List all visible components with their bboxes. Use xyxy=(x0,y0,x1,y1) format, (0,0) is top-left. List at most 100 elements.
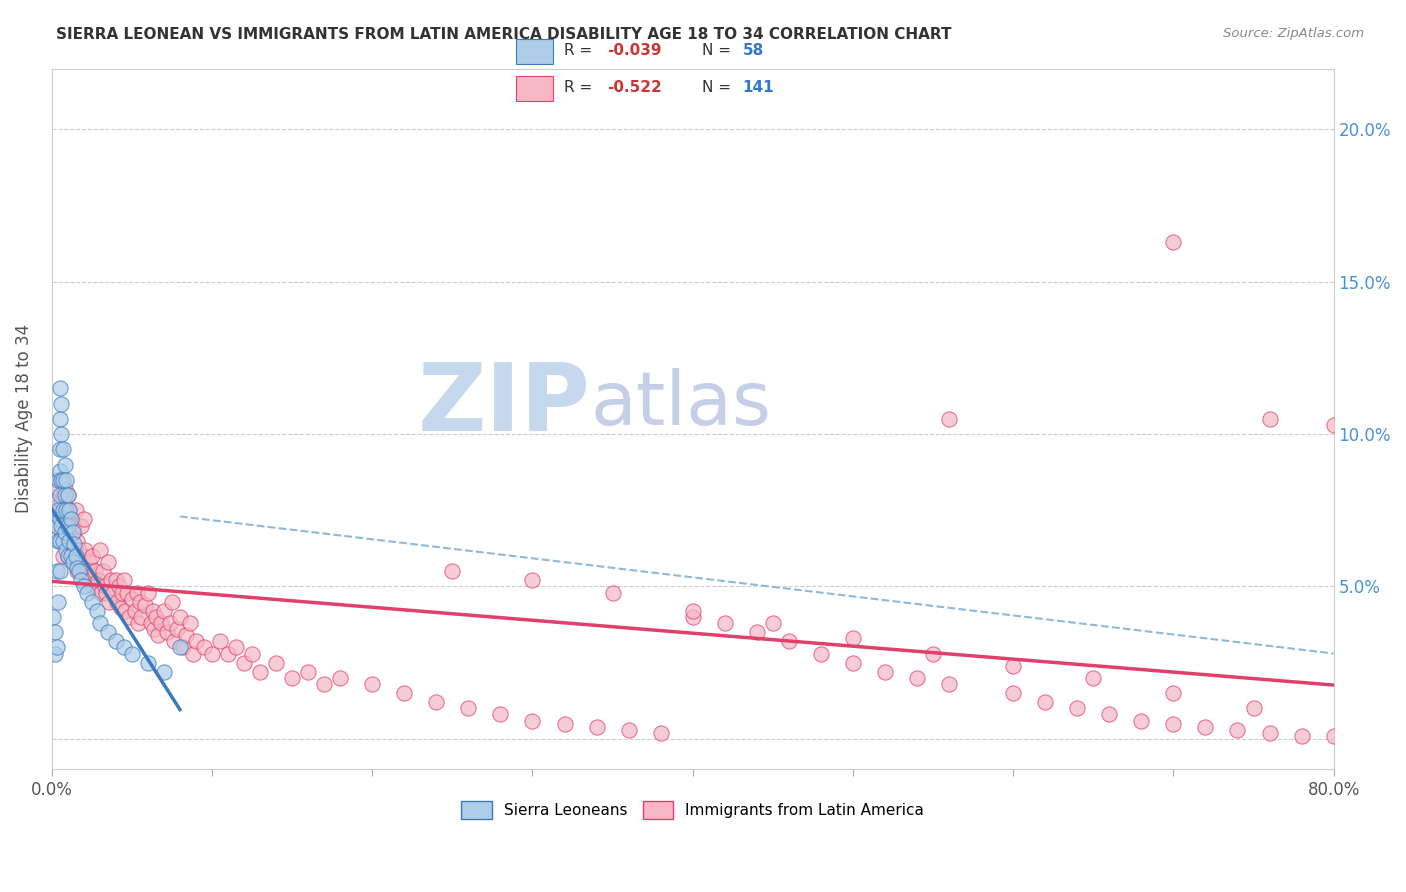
Point xyxy=(110,600,132,615)
Point xyxy=(1258,412,1281,426)
Point xyxy=(139,615,162,630)
Point xyxy=(55,524,77,539)
Point xyxy=(59,543,82,558)
Point xyxy=(104,574,127,588)
Point xyxy=(179,615,201,630)
Point xyxy=(66,533,89,548)
Point xyxy=(75,543,97,558)
Text: atlas: atlas xyxy=(591,368,770,442)
Point xyxy=(329,671,352,685)
Point xyxy=(104,634,127,648)
Text: SIERRA LEONEAN VS IMMIGRANTS FROM LATIN AMERICA DISABILITY AGE 18 TO 34 CORRELAT: SIERRA LEONEAN VS IMMIGRANTS FROM LATIN … xyxy=(56,27,952,42)
Text: 141: 141 xyxy=(742,80,773,95)
Point xyxy=(67,543,90,558)
Point xyxy=(80,595,103,609)
Point xyxy=(59,512,82,526)
Point xyxy=(101,585,124,599)
Point xyxy=(166,622,188,636)
Point xyxy=(66,564,89,578)
Point xyxy=(1002,658,1025,673)
Point xyxy=(1163,686,1185,700)
Point xyxy=(100,574,122,588)
Point xyxy=(66,561,89,575)
FancyBboxPatch shape xyxy=(516,76,554,102)
Point xyxy=(873,665,896,679)
Point xyxy=(1323,729,1346,743)
Point xyxy=(70,549,93,563)
Point xyxy=(153,604,176,618)
Point xyxy=(1194,720,1216,734)
Point xyxy=(107,595,129,609)
Point xyxy=(121,591,143,606)
Point xyxy=(682,604,704,618)
Point xyxy=(810,647,832,661)
Point xyxy=(176,628,198,642)
Text: R =: R = xyxy=(564,80,596,95)
Point xyxy=(1033,695,1056,709)
Point xyxy=(55,543,77,558)
Point xyxy=(56,488,79,502)
Point xyxy=(159,615,181,630)
Point xyxy=(585,720,607,734)
Point xyxy=(128,595,150,609)
Point xyxy=(49,381,72,395)
Point xyxy=(46,595,69,609)
Point xyxy=(201,647,224,661)
Point xyxy=(62,518,84,533)
Point xyxy=(1163,235,1185,250)
Point xyxy=(842,632,865,646)
Point xyxy=(233,656,256,670)
Point xyxy=(51,494,73,508)
Point xyxy=(96,585,118,599)
Point xyxy=(65,549,87,563)
Point xyxy=(49,503,72,517)
Point xyxy=(1130,714,1153,728)
Point xyxy=(153,665,176,679)
Point xyxy=(778,634,800,648)
Point xyxy=(52,549,75,563)
Point xyxy=(115,585,138,599)
Point xyxy=(67,564,90,578)
Point xyxy=(69,518,91,533)
Point xyxy=(49,473,72,487)
Point xyxy=(53,482,76,496)
Point xyxy=(58,533,80,548)
Point xyxy=(1083,671,1105,685)
Point xyxy=(650,725,672,739)
Point xyxy=(65,549,87,563)
Point xyxy=(156,625,179,640)
Point xyxy=(112,574,135,588)
Point xyxy=(1002,686,1025,700)
Point xyxy=(53,507,76,521)
Point xyxy=(394,686,416,700)
Point xyxy=(58,503,80,517)
Point xyxy=(56,518,79,533)
Point xyxy=(59,512,82,526)
Point xyxy=(90,585,112,599)
Text: R =: R = xyxy=(564,43,596,58)
Point xyxy=(145,610,167,624)
Point xyxy=(682,610,704,624)
Point xyxy=(53,458,76,472)
Point xyxy=(1226,723,1249,737)
Y-axis label: Disability Age 18 to 34: Disability Age 18 to 34 xyxy=(15,325,32,514)
Point xyxy=(922,647,945,661)
Point xyxy=(58,503,80,517)
Point xyxy=(86,604,108,618)
Point xyxy=(1163,716,1185,731)
Point xyxy=(49,412,72,426)
Point xyxy=(172,640,194,655)
Point xyxy=(56,488,79,502)
Point xyxy=(49,488,72,502)
Point xyxy=(45,640,67,655)
Point xyxy=(62,549,84,563)
Point xyxy=(44,647,66,661)
Point xyxy=(142,604,165,618)
Point xyxy=(361,677,384,691)
Point xyxy=(52,533,75,548)
Point xyxy=(457,701,479,715)
Point xyxy=(45,564,67,578)
Point xyxy=(1258,725,1281,739)
Point xyxy=(193,640,215,655)
Point xyxy=(125,585,148,599)
